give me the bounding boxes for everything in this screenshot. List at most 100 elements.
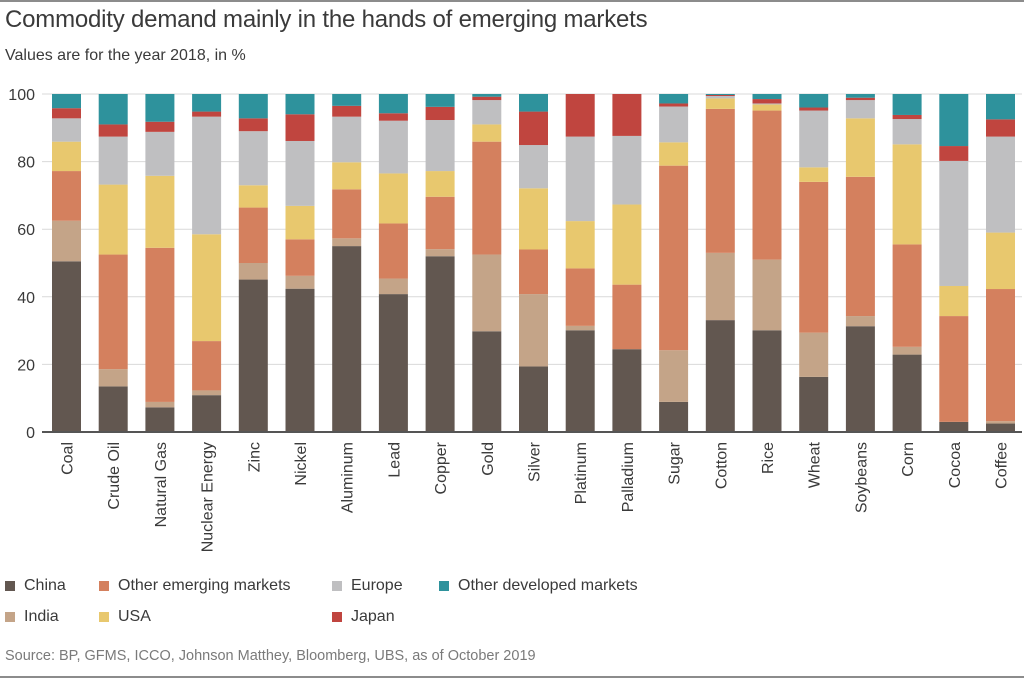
bar-nickel-other-developed-markets	[285, 94, 315, 115]
bar-natural-gas-india	[145, 401, 175, 408]
bar-corn-other-emerging-markets	[892, 244, 922, 347]
bar-coal-japan	[52, 108, 81, 119]
bar-stack-copper	[425, 94, 455, 432]
bar-platinum-japan	[565, 94, 595, 137]
bar-rice-other-emerging-markets	[752, 110, 782, 260]
bar-sugar-other-developed-markets	[659, 94, 689, 104]
top-rule	[0, 0, 1024, 2]
bar-palladium-usa	[612, 204, 642, 285]
bar-cotton-europe	[705, 96, 735, 99]
x-tick-label-soybeans: Soybeans	[853, 442, 870, 513]
bar-sugar-japan	[659, 103, 689, 107]
x-tick-label-nuclear-energy: Nuclear Energy	[200, 442, 217, 552]
bar-stack-lead	[378, 94, 408, 432]
bar-cocoa-europe	[939, 160, 969, 286]
bar-wheat-other-emerging-markets	[799, 181, 829, 333]
bar-rice-japan	[752, 99, 782, 104]
bar-palladium-europe	[612, 135, 642, 205]
bar-coffee-other-developed-markets	[986, 94, 1015, 120]
bar-crude-oil-usa	[98, 184, 128, 255]
bar-stack-soybeans	[845, 94, 875, 432]
x-axis-labels: Coal Crude Oil Natural Gas Nuclear Energy Zi…	[60, 441, 1011, 552]
bar-soybeans-usa	[845, 118, 875, 177]
bar-zinc-europe	[238, 131, 268, 186]
bar-nuclear-energy-china	[192, 395, 222, 432]
bar-coffee-other-emerging-markets	[986, 289, 1015, 422]
bar-coal-india	[52, 220, 81, 262]
bar-natural-gas-usa	[145, 175, 175, 248]
bar-sugar-usa	[659, 142, 689, 166]
bar-cocoa-china	[939, 421, 969, 432]
bar-silver-japan	[519, 111, 548, 146]
x-tick-label-cotton: Cotton	[713, 442, 730, 489]
bar-nickel-other-emerging-markets	[285, 239, 315, 276]
chart-subtitle: Values are for the year 2018, in %	[5, 47, 246, 64]
bar-coal-other-emerging-markets	[52, 171, 81, 221]
legend-label-europe: Europe	[351, 577, 403, 594]
bar-natural-gas-other-emerging-markets	[145, 247, 175, 402]
legend-item-usa: USA	[99, 608, 151, 626]
x-tick-label-copper: Copper	[433, 441, 450, 494]
x-tick-label-wheat: Wheat	[807, 441, 824, 488]
bar-palladium-japan	[612, 94, 642, 136]
bar-crude-oil-other-developed-markets	[98, 94, 128, 125]
bar-gold-india	[472, 254, 502, 332]
bar-aluminum-other-emerging-markets	[332, 189, 362, 239]
bar-gold-usa	[472, 124, 502, 142]
bar-coal-other-developed-markets	[52, 94, 81, 109]
bar-aluminum-other-developed-markets	[332, 94, 362, 106]
bar-lead-other-emerging-markets	[378, 223, 408, 279]
bar-nickel-usa	[285, 205, 315, 240]
bottom-rule	[0, 676, 1024, 678]
bar-platinum-other-emerging-markets	[565, 268, 595, 326]
x-tick-label-crude-oil: Crude Oil	[106, 442, 123, 510]
bar-cotton-other-emerging-markets	[705, 108, 735, 253]
bar-zinc-japan	[238, 118, 268, 132]
bar-gold-china	[472, 331, 502, 432]
bar-cotton-usa	[705, 98, 735, 109]
bar-stack-aluminum	[332, 94, 362, 432]
bar-sugar-europe	[659, 106, 689, 143]
x-tick-label-sugar: Sugar	[667, 441, 684, 484]
legend-item-japan: Japan	[332, 608, 395, 626]
bar-corn-europe	[892, 119, 922, 145]
x-tick-label-coffee: Coffee	[994, 442, 1011, 489]
bar-stack-silver	[519, 94, 548, 432]
bar-nickel-china	[285, 288, 315, 432]
bar-cotton-other-developed-markets	[705, 94, 735, 96]
bar-nuclear-energy-europe	[192, 116, 222, 235]
bar-silver-other-developed-markets	[519, 94, 548, 112]
bar-silver-other-emerging-markets	[519, 249, 548, 295]
bar-aluminum-europe	[332, 116, 362, 163]
bar-palladium-other-emerging-markets	[612, 284, 642, 350]
x-tick-label-nickel: Nickel	[293, 442, 310, 486]
bar-stack-cocoa	[939, 94, 969, 432]
bar-coffee-japan	[986, 119, 1015, 137]
x-tick-label-platinum: Platinum	[573, 442, 590, 504]
legend-swatch-india	[5, 612, 15, 622]
bar-soybeans-japan	[845, 97, 875, 101]
x-tick-label-zinc: Zinc	[246, 442, 263, 472]
bar-crude-oil-india	[98, 369, 128, 387]
bar-stack-coffee	[986, 94, 1015, 432]
x-tick-label-palladium: Palladium	[620, 442, 637, 512]
bar-lead-usa	[378, 173, 408, 224]
x-tick-label-gold: Gold	[480, 442, 497, 476]
bar-copper-india	[425, 249, 455, 257]
bar-platinum-europe	[565, 136, 595, 222]
legend-item-europe: Europe	[332, 577, 403, 595]
bar-wheat-europe	[799, 110, 829, 168]
bar-stack-zinc	[238, 94, 268, 432]
bar-soybeans-india	[845, 316, 875, 327]
bar-nuclear-energy-other-developed-markets	[192, 94, 222, 112]
x-tick-label-corn: Corn	[900, 442, 917, 477]
bar-crude-oil-japan	[98, 124, 128, 137]
bar-nickel-europe	[285, 140, 315, 206]
bar-silver-usa	[519, 188, 548, 250]
bar-coffee-usa	[986, 232, 1015, 290]
bar-corn-other-developed-markets	[892, 94, 922, 115]
bar-stack-palladium	[612, 94, 642, 432]
x-tick-label-rice: Rice	[760, 442, 777, 474]
bar-coffee-india	[986, 421, 1015, 424]
y-tick-label: 0	[26, 425, 35, 442]
